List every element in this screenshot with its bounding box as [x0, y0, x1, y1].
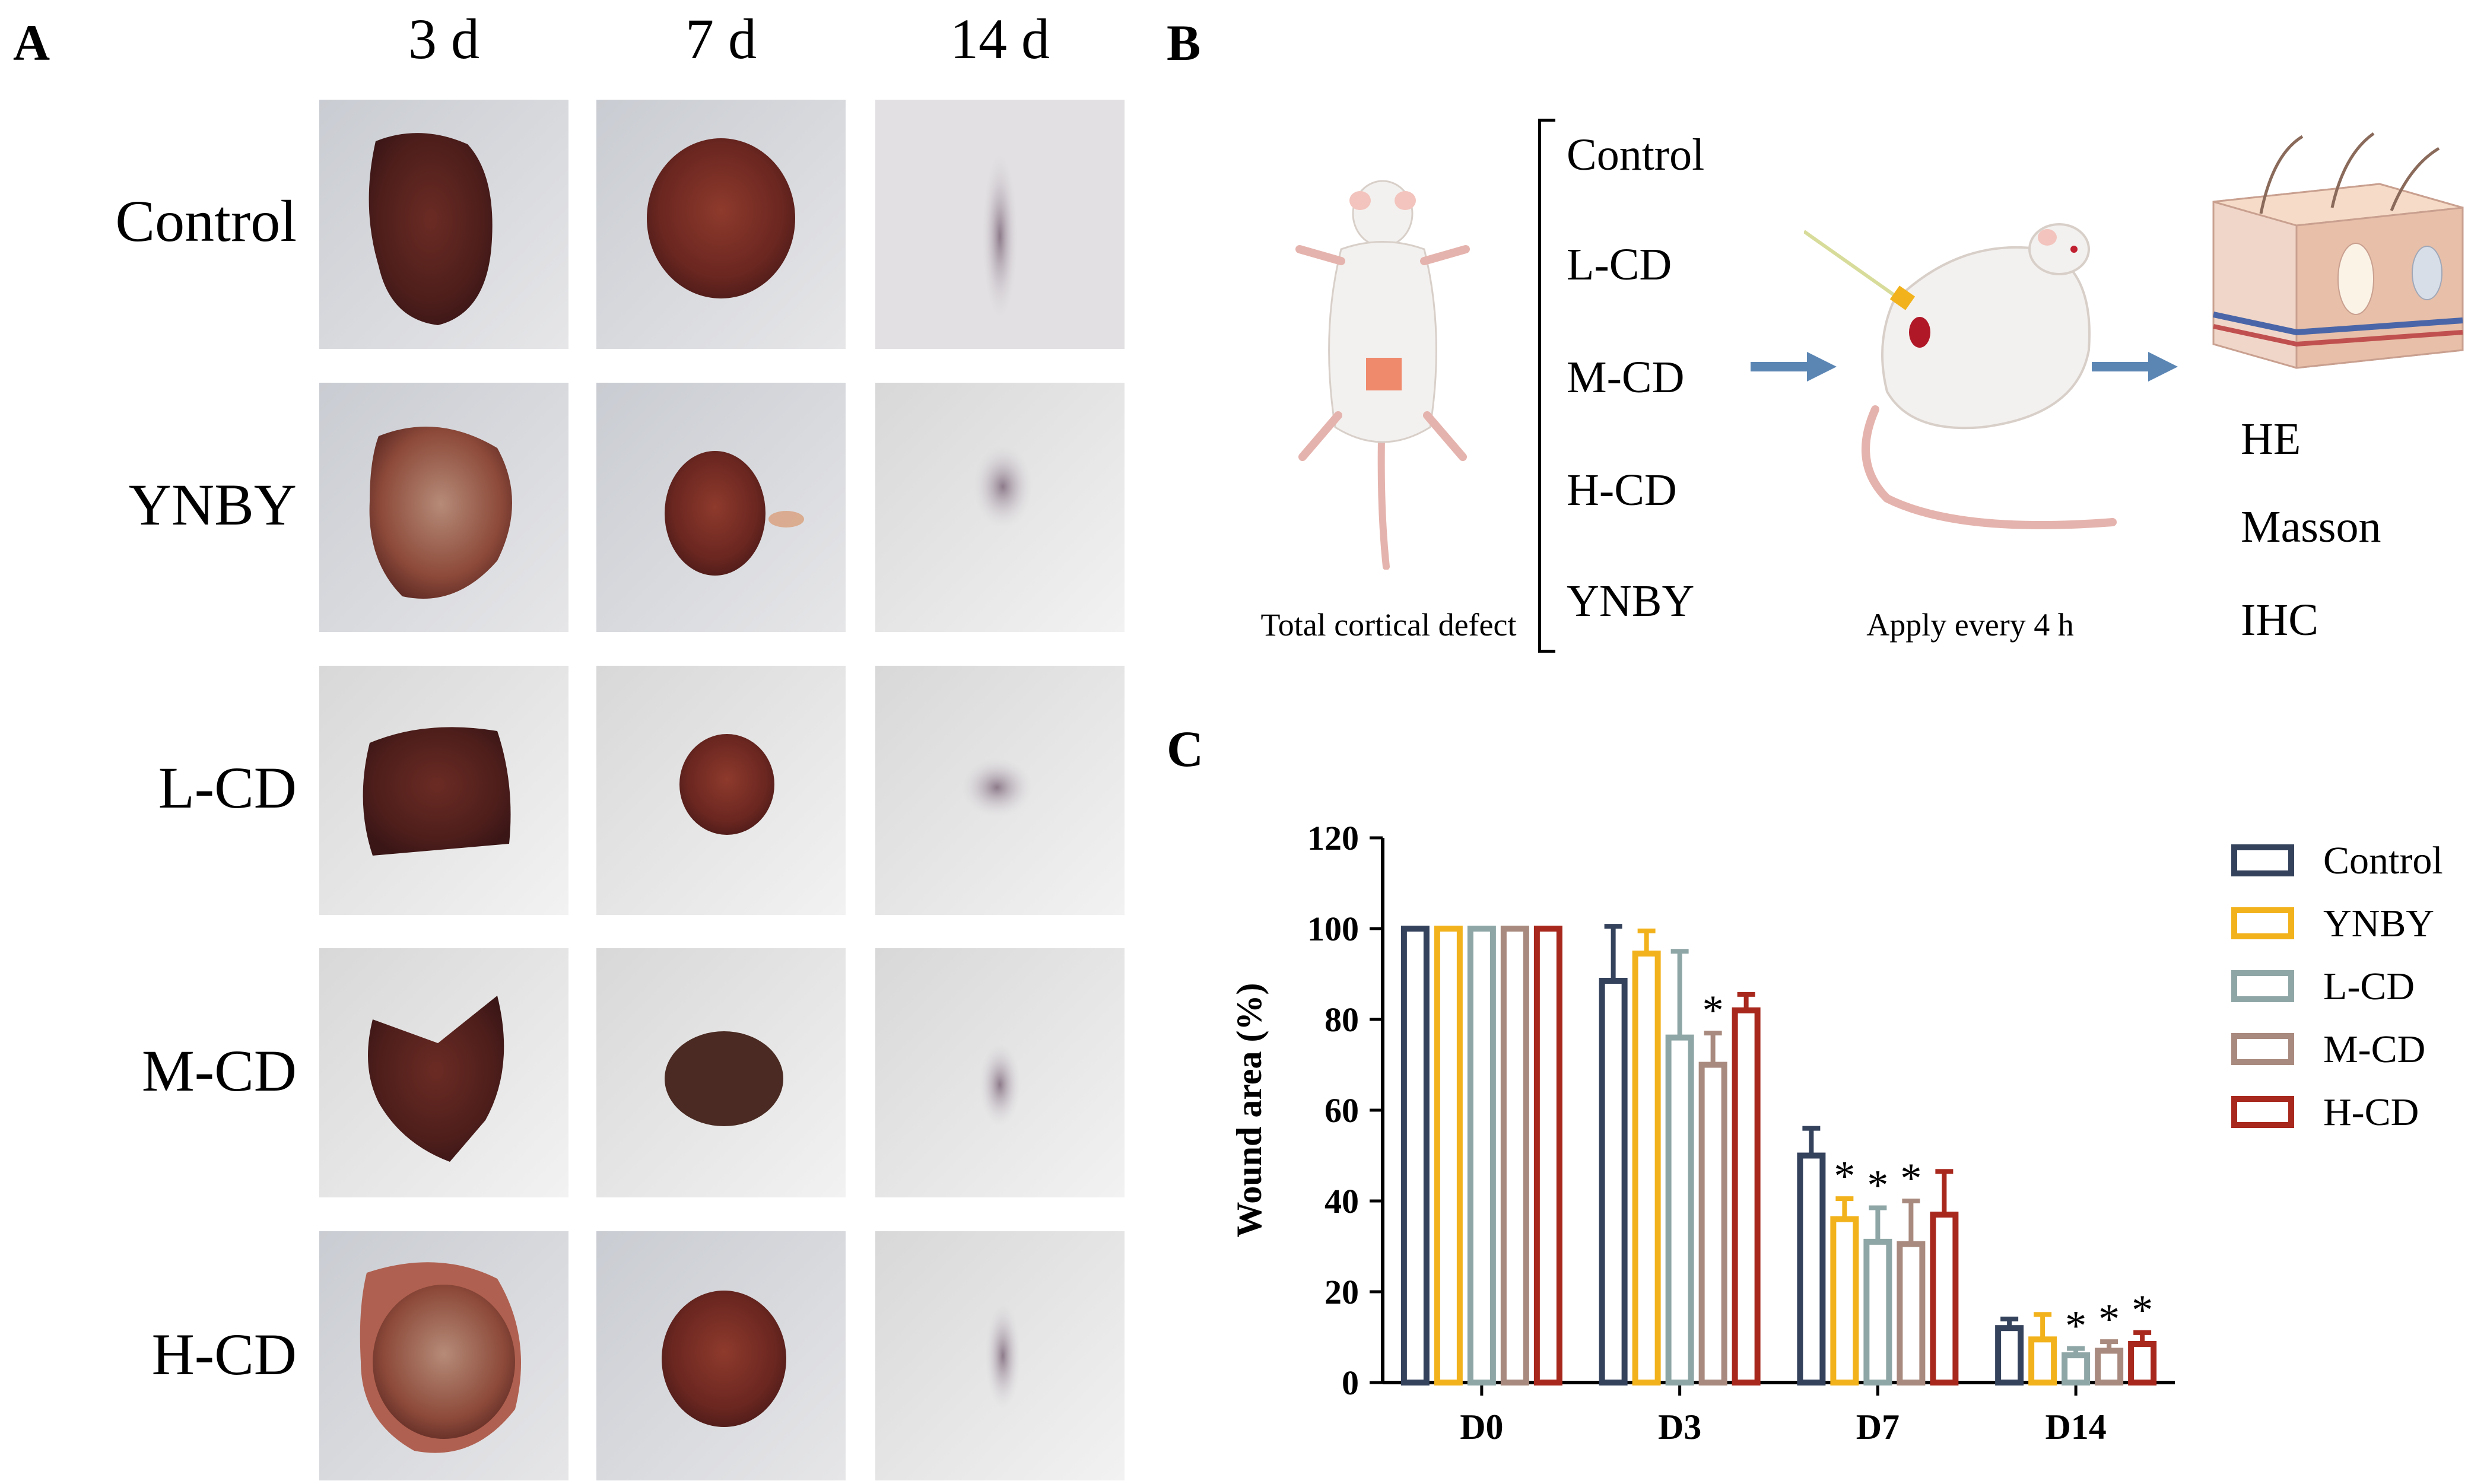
y-tick-label: 120 [1307, 819, 1359, 857]
legend-label: L-CD [2323, 965, 2415, 1008]
row-label-m-cd: M-CD [141, 1038, 297, 1104]
bar [1434, 926, 1463, 1386]
photo-control-7d [596, 100, 846, 349]
photo-l-cd-3d [319, 666, 568, 915]
photo-ynby-14d [875, 383, 1125, 632]
photo-l-cd-14d [875, 666, 1125, 915]
significance-marker: * [1867, 1161, 1888, 1209]
group-item-m-cd: M-CD [1567, 352, 1685, 402]
photo-h-cd-7d [596, 1231, 846, 1480]
bar [1533, 926, 1562, 1386]
x-tick-label: D7 [1856, 1407, 1900, 1447]
y-tick-label: 20 [1325, 1273, 1359, 1311]
row-label-l-cd: L-CD [158, 755, 297, 821]
wound-area-bar-chart: 0 20 40 60 80 100 120 Wound area (%) D0 D3 D7 D14 *… [1230, 819, 2443, 1447]
row-label-h-cd: H-CD [151, 1321, 297, 1387]
legend-label: Control [2323, 839, 2443, 882]
bar [1467, 926, 1496, 1386]
bar [2128, 1340, 2157, 1386]
analysis-ihc: IHC [2241, 595, 2318, 645]
x-tick-label: D3 [1658, 1407, 1701, 1447]
photo-control-14d [875, 100, 1125, 349]
legend-swatch [2231, 1096, 2294, 1128]
panel-c-label: C [1167, 720, 1204, 777]
analysis-he: HE [2241, 414, 2301, 464]
caption-total-cortical-defect: Total cortical defect [1260, 607, 1517, 643]
significance-marker: * [1703, 987, 1724, 1034]
photo-ynby-3d [319, 383, 568, 632]
wound-site-marker [1366, 358, 1402, 390]
bar [1632, 951, 1661, 1386]
bar [2028, 1336, 2057, 1386]
photo-m-cd-3d [319, 948, 568, 1197]
photo-l-cd-7d [596, 666, 846, 915]
legend-label: H-CD [2323, 1091, 2419, 1134]
bar [2095, 1348, 2124, 1386]
bar [1930, 1211, 1959, 1386]
photo-control-3d [319, 100, 568, 349]
y-tick-label: 60 [1325, 1091, 1359, 1130]
y-tick-label: 80 [1325, 1000, 1359, 1039]
legend-swatch [2231, 1033, 2294, 1065]
bar [1500, 926, 1529, 1386]
analysis-masson: Masson [2241, 502, 2381, 552]
group-item-h-cd: H-CD [1567, 465, 1677, 515]
photo-m-cd-14d [875, 948, 1125, 1197]
bar [1797, 1152, 1826, 1386]
legend-label: M-CD [2323, 1028, 2425, 1071]
x-tick-label: D14 [2045, 1407, 2106, 1447]
significance-marker: * [1900, 1155, 1921, 1202]
group-bracket [1538, 119, 1555, 653]
x-tick-label: D0 [1460, 1407, 1503, 1447]
bar [1830, 1216, 1859, 1386]
bar [1599, 977, 1628, 1386]
bar [2062, 1352, 2091, 1386]
column-header-3d: 3 d [408, 7, 479, 71]
photo-h-cd-3d [319, 1231, 568, 1480]
row-label-control: Control [115, 188, 297, 254]
y-axis-title: Wound area (%) [1230, 983, 1269, 1238]
significance-marker: * [1834, 1152, 1855, 1200]
photo-m-cd-7d [596, 948, 846, 1197]
row-label-ynby: YNBY [128, 472, 297, 538]
legend-swatch [2231, 907, 2294, 939]
y-tick-label: 0 [1342, 1364, 1359, 1402]
y-tick-label: 100 [1307, 910, 1359, 948]
bar [1665, 1034, 1694, 1386]
column-header-14d: 14 d [950, 7, 1050, 71]
bar [1995, 1325, 2024, 1386]
bar [1400, 926, 1430, 1386]
group-item-ynby: YNBY [1567, 576, 1695, 626]
arrow-right-icon [2092, 352, 2178, 382]
bar [1897, 1241, 1926, 1386]
bar [1863, 1238, 1892, 1386]
photo-h-cd-14d [875, 1231, 1125, 1480]
legend-label: YNBY [2323, 902, 2434, 945]
bar [1698, 1062, 1727, 1386]
arrow-right-icon [1751, 352, 1837, 382]
significance-marker: * [2065, 1302, 2086, 1350]
rat-top-view-illustration [1295, 180, 1470, 570]
panel-a-label: A [13, 14, 50, 71]
skin-tissue-illustration [2212, 132, 2464, 369]
group-item-l-cd: L-CD [1567, 240, 1672, 290]
caption-apply-every-4h: Apply every 4 h [1866, 607, 2074, 643]
photo-ynby-7d [596, 383, 846, 632]
legend-swatch [2231, 970, 2294, 1002]
significance-marker: * [2098, 1295, 2120, 1343]
group-item-control: Control [1567, 130, 1705, 180]
bar [1732, 1007, 1761, 1386]
panel-b-label: B [1167, 14, 1201, 71]
column-header-7d: 7 d [685, 7, 757, 71]
significance-marker: * [2132, 1286, 2153, 1334]
legend-swatch [2231, 844, 2294, 876]
y-tick-label: 40 [1325, 1182, 1359, 1221]
rat-side-view-illustration [1804, 223, 2117, 529]
